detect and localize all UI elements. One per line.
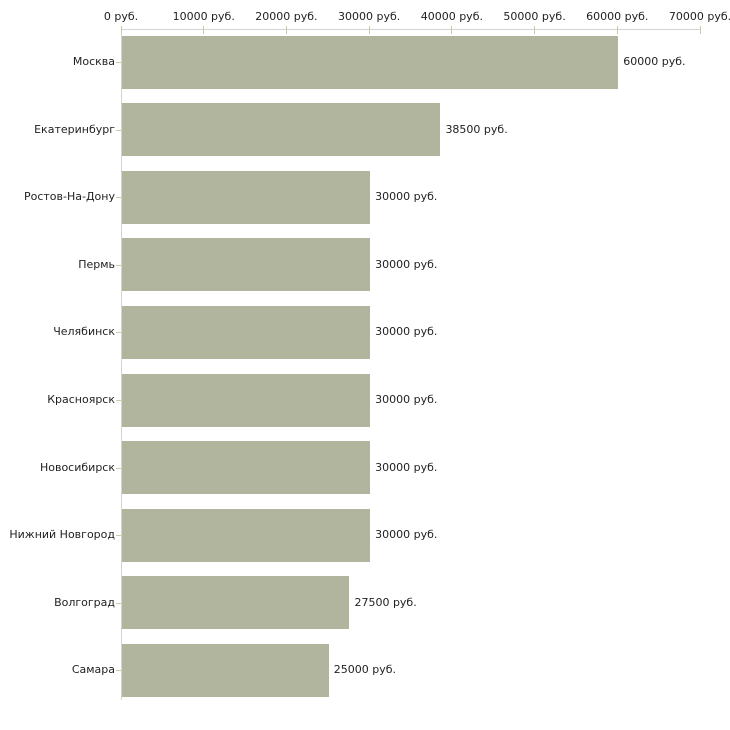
x-tick-mark bbox=[534, 25, 536, 34]
y-tick-mark bbox=[116, 264, 121, 266]
value-label: 30000 руб. bbox=[375, 257, 438, 271]
category-label: Красноярск bbox=[47, 393, 115, 406]
x-tick-label: 20000 руб. bbox=[255, 10, 318, 23]
x-tick-mark bbox=[203, 25, 205, 34]
bar bbox=[122, 170, 371, 224]
bar bbox=[122, 373, 371, 427]
y-tick-mark bbox=[116, 62, 121, 63]
category-label: Москва bbox=[72, 55, 115, 68]
bar bbox=[122, 103, 441, 157]
x-tick-mark bbox=[699, 25, 701, 34]
bar bbox=[122, 643, 329, 697]
value-label: 30000 руб. bbox=[375, 460, 438, 474]
bar bbox=[122, 508, 371, 562]
category-label: Нижний Новгород bbox=[9, 528, 115, 542]
x-tick-label: 30000 руб. bbox=[338, 10, 401, 23]
y-tick-mark bbox=[116, 535, 121, 537]
y-axis-line bbox=[121, 29, 122, 700]
x-axis-line bbox=[121, 29, 701, 30]
x-tick-label: 50000 руб. bbox=[503, 10, 566, 23]
value-label: 30000 руб. bbox=[375, 528, 438, 542]
y-tick-mark bbox=[116, 467, 121, 469]
bar bbox=[122, 305, 371, 359]
x-tick-label: 70000 руб. bbox=[668, 10, 730, 23]
bar bbox=[122, 238, 371, 292]
category-label: Екатеринбург bbox=[34, 122, 115, 136]
bar bbox=[122, 576, 350, 630]
y-tick-mark bbox=[116, 670, 121, 672]
x-tick-label: 40000 руб. bbox=[420, 10, 483, 23]
x-tick-mark bbox=[451, 25, 453, 34]
category-label: Челябинск bbox=[53, 325, 115, 339]
category-label: Пермь bbox=[78, 257, 115, 271]
x-tick-mark bbox=[616, 25, 618, 34]
category-label: Новосибирск bbox=[39, 460, 115, 474]
bar bbox=[122, 441, 371, 495]
value-label: 27500 руб. bbox=[354, 595, 417, 609]
value-label: 60000 руб. bbox=[623, 55, 686, 68]
x-tick-label: 10000 руб. bbox=[172, 10, 235, 23]
value-label: 30000 руб. bbox=[375, 393, 438, 406]
category-label: Самара bbox=[71, 663, 115, 677]
bar bbox=[122, 35, 619, 89]
y-tick-mark bbox=[116, 332, 121, 334]
category-label: Ростов-На-Дону bbox=[23, 190, 115, 204]
value-label: 30000 руб. bbox=[375, 190, 438, 204]
y-tick-mark bbox=[116, 602, 121, 604]
x-tick-mark bbox=[368, 25, 370, 34]
value-label: 25000 руб. bbox=[333, 663, 397, 677]
x-tick-mark bbox=[120, 25, 122, 34]
y-tick-mark bbox=[116, 400, 121, 401]
y-tick-mark bbox=[116, 129, 121, 131]
value-label: 30000 руб. bbox=[375, 325, 438, 339]
x-tick-label: 60000 руб. bbox=[586, 10, 649, 23]
x-tick-label: 0 руб. bbox=[103, 10, 139, 23]
category-label: Волгоград bbox=[54, 595, 115, 609]
x-tick-mark bbox=[285, 25, 287, 34]
value-label: 38500 руб. bbox=[445, 122, 508, 136]
y-tick-mark bbox=[116, 197, 121, 199]
